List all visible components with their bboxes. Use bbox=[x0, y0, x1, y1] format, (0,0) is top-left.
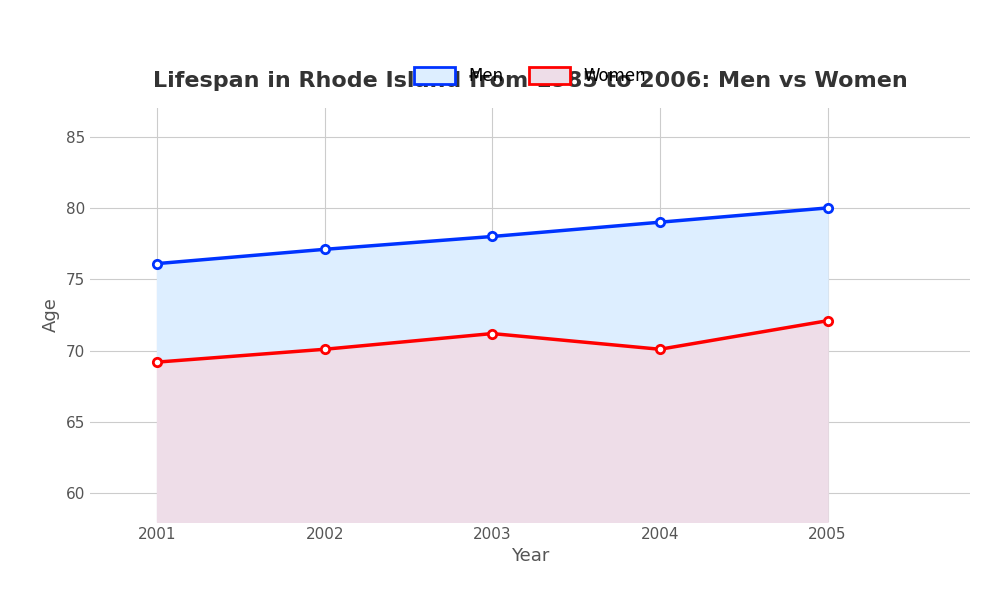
Title: Lifespan in Rhode Island from 1985 to 2006: Men vs Women: Lifespan in Rhode Island from 1985 to 20… bbox=[153, 71, 907, 91]
Legend: Men, Women: Men, Women bbox=[414, 67, 646, 85]
X-axis label: Year: Year bbox=[511, 547, 549, 565]
Y-axis label: Age: Age bbox=[42, 298, 60, 332]
